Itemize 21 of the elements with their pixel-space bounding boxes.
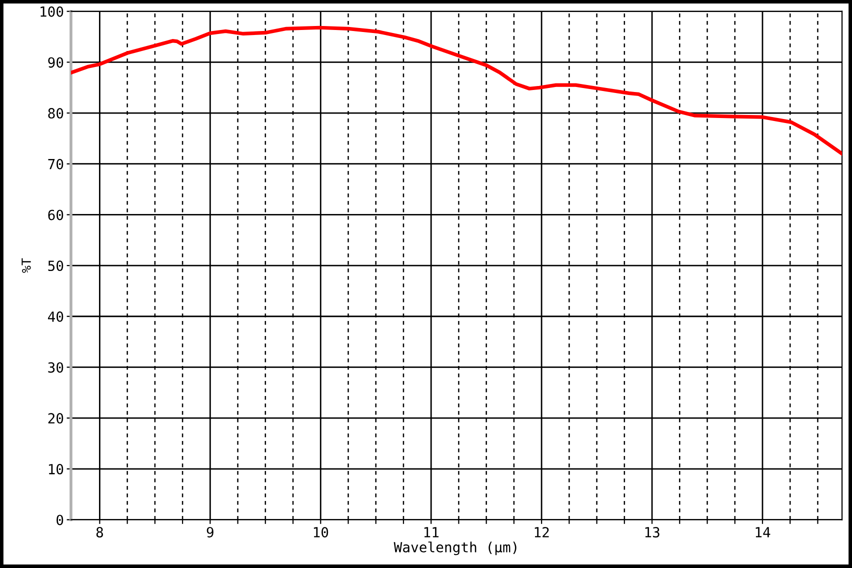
y-tick-label: 70 (48, 158, 64, 170)
x-tick-label: 10 (314, 526, 328, 538)
x-axis-title: Wavelength (μm) (394, 542, 516, 556)
y-tick-label: 90 (48, 57, 64, 68)
y-axis-title: %T (22, 258, 31, 273)
y-tick-label: 0 (56, 514, 64, 526)
line-series (70, 26, 842, 156)
y-tick-label: 30 (48, 362, 64, 373)
x-tick-label: 9 (206, 526, 214, 538)
x-tick-label: 14 (756, 527, 770, 538)
x-tick-label: 12 (534, 526, 549, 538)
y-tick-label: 10 (48, 464, 64, 474)
y-tick-label: 100 (40, 6, 64, 17)
x-tick-label: 11 (424, 527, 439, 538)
y-tick-label: 40 (48, 311, 64, 322)
y-tick-label: 50 (48, 260, 64, 272)
y-tick-label: 80 (48, 108, 64, 119)
x-tick-label: 13 (645, 526, 660, 538)
x-tick-label: 8 (96, 526, 103, 538)
y-tick-label: 20 (48, 413, 64, 424)
y-tick-label: 60 (48, 210, 64, 220)
